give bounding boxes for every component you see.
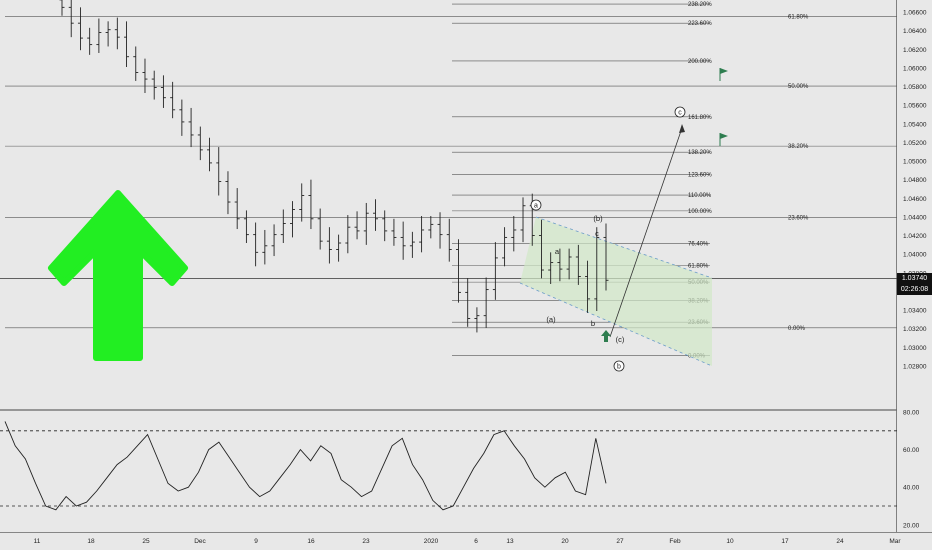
projection-arrowhead [679,124,685,133]
wave-label-b-circled: b [617,364,621,371]
rsi-axis-label: 80.00 [903,410,920,417]
wave-label-c-circled-circle [674,106,686,118]
price-axis-label: 1.04000 [903,252,927,259]
price-axis-label: 1.05600 [903,103,927,110]
time-axis-label: 23 [362,538,370,545]
fib-extension-label: 123.60% [688,173,712,179]
wave-label-c-paren: (c) [616,335,625,344]
channel-lower-edge [519,282,713,367]
price-axis-label: 1.05000 [903,159,927,166]
fib-extension-label: 61.80% [688,263,709,269]
time-axis-label: Feb [669,538,681,545]
fib-retracement-label: 23.60% [788,215,809,221]
time-axis-label: Mar [889,538,901,545]
fib-retracement-label: 38.20% [788,144,809,150]
price-axis-label: 1.05800 [903,84,927,91]
wave-label-a-small: a [555,247,560,256]
fib-retracement-label: 50.00% [788,84,809,90]
wave-channel [520,217,712,366]
price-axis-label: 1.04800 [903,177,927,184]
time-axis-label: 2020 [424,538,439,545]
price-axis-label: 1.06400 [903,28,927,35]
time-axis-label: 10 [726,538,734,545]
price-axis-label: 1.06600 [903,10,927,17]
flag-icon [720,68,728,74]
wave-label-a-circled-circle [530,199,542,211]
rsi-axis-label: 20.00 [903,522,920,529]
price-axis-label: 1.02800 [903,363,927,370]
fib-extension-label: 76.40% [688,241,709,247]
rsi-line [4,421,607,511]
fib-retracement-label: 61.80% [788,15,809,21]
bar-countdown-tag: 02:26:08 [897,283,932,295]
time-axis-label: 18 [87,538,95,545]
current-price-tag: 1.03740 [897,272,932,284]
wave-label-b-paren: (b) [593,214,603,223]
flag-icon [720,133,728,139]
wave-label-c-small: c [595,229,599,238]
fib-extension-label: 138.20% [688,150,712,156]
fib-extension-label: 110.00% [688,193,712,199]
up-arrow-icon [48,190,188,361]
time-axis-label: 6 [474,538,478,545]
price-axis-label: 1.04200 [903,233,927,240]
price-axis-label: 1.04400 [903,214,927,221]
price-axis-label: 1.06000 [903,65,927,72]
wave-label-a-paren: (a) [546,315,556,324]
channel-upper-edge [535,216,713,279]
rsi-axis-label: 40.00 [903,485,920,492]
price-axis-label: 1.04600 [903,196,927,203]
price-axis-label: 1.03000 [903,345,927,352]
small-up-arrow-icon [601,330,611,342]
price-axis-label: 1.03400 [903,308,927,315]
fib-extension-label: 161.80% [688,115,712,121]
wave-label-a-circled: a [534,203,538,210]
time-axis-label: 24 [836,538,844,545]
time-axis-label: 9 [254,538,258,545]
time-axis-label: 20 [561,538,569,545]
time-axis-label: Dec [194,538,206,545]
projection-arrow-line [609,127,683,338]
time-axis-label: 11 [34,538,41,545]
time-axis-label: 25 [142,538,150,545]
wave-label-c-circled: c [678,110,682,117]
fib-retracement-label: 0.00% [788,326,806,332]
fib-extension-label: 223.60% [688,21,712,27]
price-axis-label: 1.05400 [903,121,927,128]
time-axis-label: 13 [506,538,514,545]
price-axis-label: 1.05200 [903,140,927,147]
fib-extension-label: 200.00% [688,59,712,65]
wave-label-b-small: b [591,319,595,328]
time-axis-label: 16 [307,538,315,545]
fib-extension-label: 100.00% [688,209,712,215]
time-axis-label: 17 [781,538,789,545]
time-axis-label: 27 [616,538,624,545]
rsi-axis-label: 60.00 [903,447,920,454]
price-axis-label: 1.06200 [903,47,927,54]
price-axis-label: 1.03200 [903,326,927,333]
fib-extension-label: 238.20% [688,2,712,8]
wave-label-b-circled-circle [613,360,625,372]
